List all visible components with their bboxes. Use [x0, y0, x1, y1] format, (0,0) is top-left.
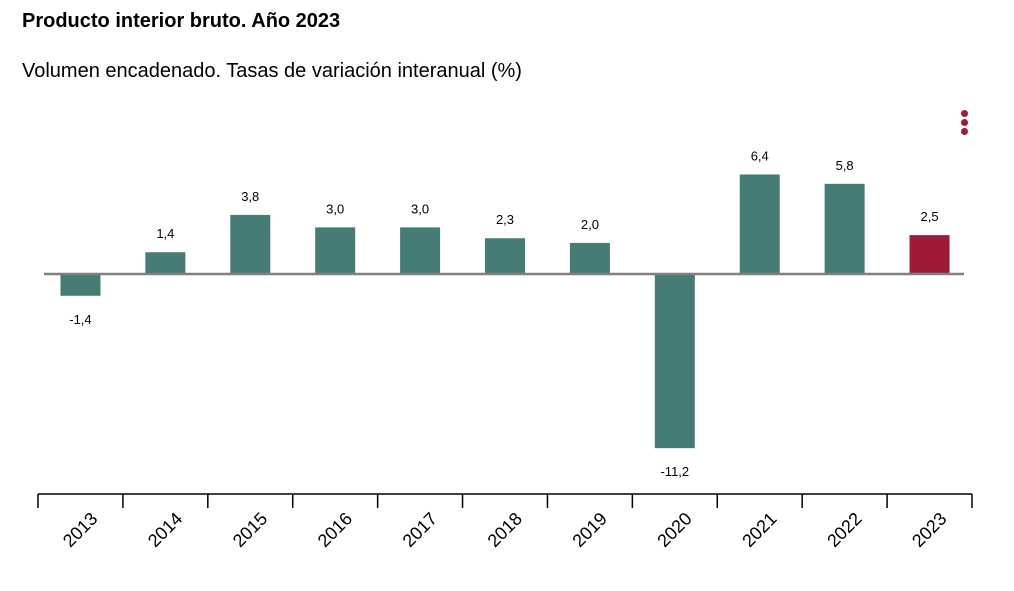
bar-2014[interactable] — [145, 252, 186, 274]
data-label: 2,0 — [581, 217, 599, 232]
bar-2022[interactable] — [824, 183, 865, 274]
data-label: 5,8 — [836, 158, 854, 173]
x-tick-label: 2020 — [653, 509, 695, 551]
x-tick-label: 2017 — [399, 509, 441, 551]
bar-2018[interactable] — [485, 238, 525, 274]
data-label: 1,4 — [156, 226, 174, 241]
bar-2019[interactable] — [569, 242, 610, 274]
x-tick-label: 2019 — [568, 509, 610, 551]
data-label: 3,8 — [241, 189, 259, 204]
bar-2013[interactable] — [60, 274, 101, 296]
x-tick-label: 2013 — [59, 509, 101, 551]
bar-2023[interactable] — [909, 235, 950, 274]
menu-dot — [961, 119, 968, 126]
x-axis: 2013 2014 2015 2016 2017 2018 2019 2020 2021 2022… — [37, 493, 973, 551]
chart-title: Producto interior bruto. Año 2023 — [22, 10, 341, 32]
data-label: 3,0 — [411, 201, 429, 216]
bar-2016[interactable] — [315, 227, 356, 274]
kebab-menu-icon[interactable] — [955, 110, 975, 138]
x-tick-label: 2023 — [908, 509, 950, 551]
bars-group — [60, 174, 950, 449]
data-label: 3,0 — [326, 201, 344, 216]
data-label: 2,5 — [921, 209, 939, 224]
x-tick-label: 2018 — [484, 509, 526, 551]
bar-2020[interactable] — [654, 274, 695, 449]
data-label: -1,4 — [69, 312, 91, 327]
bar-2021[interactable] — [739, 174, 780, 274]
menu-dot — [961, 110, 968, 117]
data-label: 6,4 — [751, 148, 769, 163]
bar-2017[interactable] — [400, 227, 441, 274]
data-label: 2,3 — [496, 212, 514, 227]
chart-subtitle: Volumen encadenado. Tasas de variación i… — [22, 60, 522, 82]
x-tick-label: 2022 — [823, 509, 865, 551]
menu-dot — [961, 128, 968, 135]
data-label: -11,2 — [660, 464, 689, 479]
bar-2015[interactable] — [230, 214, 271, 274]
x-tick-label: 2016 — [314, 509, 356, 551]
x-tick-label: 2021 — [738, 509, 780, 551]
data-labels-group: -1,4 1,4 3,8 3,0 3,0 2,3 2,0 -11,2 6,4 5,8 2,5 — [69, 148, 938, 479]
x-tick-label: 2015 — [229, 509, 271, 551]
x-tick-label: 2014 — [144, 509, 186, 551]
